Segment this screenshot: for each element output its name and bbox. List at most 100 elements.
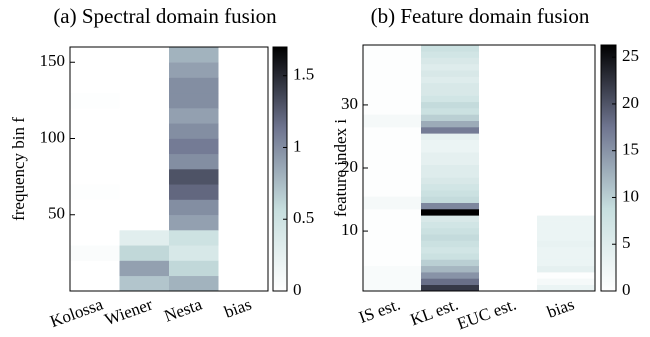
heatmap-cell xyxy=(479,145,538,153)
heatmap-cell xyxy=(421,63,480,71)
heatmap-cell xyxy=(119,230,170,246)
colorbar-tick-label: 15 xyxy=(622,140,639,159)
heatmap-cell xyxy=(70,275,120,292)
y-tick-label: 10 xyxy=(341,220,358,239)
colorbar-tick-label: 0.5 xyxy=(293,208,314,227)
x-tick-label: KL est. xyxy=(408,295,461,330)
heatmap-cell xyxy=(70,123,120,139)
heatmap-cell xyxy=(479,215,538,222)
heatmap-cell xyxy=(421,177,480,185)
heatmap-cell xyxy=(421,171,480,178)
heatmap-cell xyxy=(479,259,538,267)
heatmap-cell xyxy=(479,57,538,65)
heatmap-cell xyxy=(537,234,596,241)
heatmap-cell xyxy=(421,70,480,77)
heatmap-cell xyxy=(169,123,219,139)
heatmap-cell xyxy=(537,114,596,121)
heatmap-cell xyxy=(119,184,170,200)
heatmap-cell xyxy=(169,230,219,246)
heatmap-cell xyxy=(218,77,269,94)
x-tick-label: Wiener xyxy=(102,294,155,329)
heatmap-cell xyxy=(119,199,170,216)
heatmap-cell xyxy=(537,95,596,103)
heatmap-cell xyxy=(537,259,596,267)
heatmap-cell xyxy=(537,139,596,147)
heatmap-cell xyxy=(119,245,170,261)
heatmap-cell xyxy=(479,246,538,254)
y-tick-label: 50 xyxy=(48,204,65,223)
heatmap-cell xyxy=(537,209,596,216)
heatmap-cell xyxy=(218,199,269,216)
heatmap-cell xyxy=(70,184,120,200)
heatmap-cell xyxy=(363,127,422,134)
heatmap-cell xyxy=(537,133,596,140)
heatmap-cell xyxy=(119,123,170,139)
heatmap-cell xyxy=(537,82,596,90)
heatmap-cell xyxy=(363,177,422,185)
heatmap-cell xyxy=(119,153,170,170)
colorbar-tick-label: 25 xyxy=(622,46,639,65)
heatmap-cell xyxy=(363,234,422,241)
heatmap-cell xyxy=(169,108,219,124)
heatmap-cell xyxy=(537,57,596,65)
heatmap-cell xyxy=(421,227,480,235)
heatmap-cell xyxy=(537,253,596,260)
heatmap-cell xyxy=(479,196,538,203)
heatmap-cell xyxy=(421,158,480,166)
x-tick-label: EUC est. xyxy=(455,295,519,334)
colorbar-tick-label: 1.5 xyxy=(293,65,314,84)
heatmap-cell xyxy=(421,82,480,90)
y-axis-label: frequency bin f xyxy=(9,117,28,221)
heatmap-cell xyxy=(363,82,422,90)
heatmap-cell xyxy=(363,152,422,159)
heatmap-cell xyxy=(169,77,219,94)
heatmap-cell xyxy=(363,51,422,58)
heatmap-cell xyxy=(479,234,538,241)
heatmap-cell xyxy=(363,164,422,172)
heatmap-cell xyxy=(479,158,538,166)
heatmap-cell xyxy=(537,227,596,235)
heatmap-cell xyxy=(363,202,422,210)
heatmap-cell xyxy=(421,253,480,260)
heatmap-cell xyxy=(70,199,120,216)
heatmap-cell xyxy=(421,51,480,58)
heatmap-cell xyxy=(218,62,269,78)
heatmap-cell xyxy=(363,114,422,121)
heatmap-cell xyxy=(119,62,170,78)
heatmap-cell xyxy=(479,183,538,191)
colorbar-tick-label: 1 xyxy=(293,136,302,155)
heatmap-cell xyxy=(479,202,538,210)
heatmap-cell xyxy=(169,214,219,231)
heatmap-cell xyxy=(421,284,480,292)
heatmap-cell xyxy=(70,47,120,63)
heatmap-cell xyxy=(421,265,480,273)
colorbar-tick-label: 20 xyxy=(622,93,639,112)
heatmap-cell xyxy=(479,278,538,285)
heatmap-cell xyxy=(363,183,422,191)
heatmap-cell xyxy=(169,275,219,292)
heatmap-cell xyxy=(169,260,219,277)
heatmap-cell xyxy=(70,138,120,155)
heatmap-cell xyxy=(363,265,422,273)
heatmap-cell xyxy=(218,184,269,200)
heatmap-cell xyxy=(421,259,480,267)
heatmap-cell xyxy=(119,214,170,231)
heatmap-cell xyxy=(479,70,538,77)
heatmap-cell xyxy=(421,45,480,52)
colorbar-tick-label: 0 xyxy=(293,280,302,299)
heatmap-cell xyxy=(218,230,269,246)
heatmap-cell xyxy=(479,133,538,140)
heatmap-cell xyxy=(363,158,422,166)
heatmap-cell xyxy=(421,145,480,153)
heatmap-cell xyxy=(363,190,422,197)
heatmap-cell xyxy=(479,265,538,273)
heatmap-cell xyxy=(363,272,422,279)
heatmap-cell xyxy=(421,139,480,147)
heatmap-cell xyxy=(363,278,422,285)
heatmap-cell xyxy=(119,169,170,185)
heatmap-cell xyxy=(421,152,480,159)
heatmap-cell xyxy=(169,184,219,200)
heatmap-cell xyxy=(119,138,170,155)
heatmap-cell xyxy=(537,240,596,248)
